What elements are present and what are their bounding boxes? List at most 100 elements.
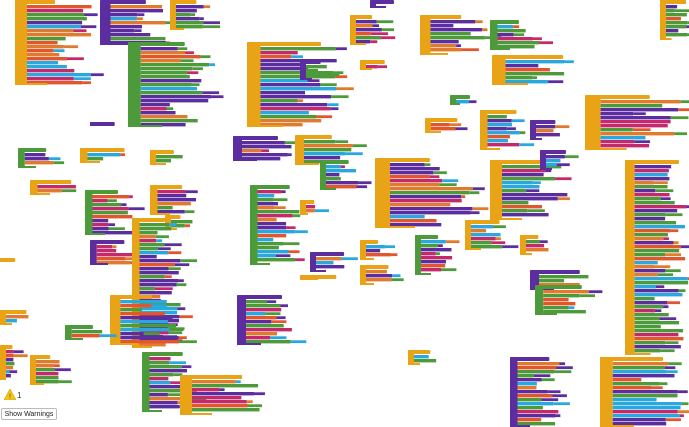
block-row bbox=[612, 386, 652, 390]
block-arg bbox=[265, 312, 281, 316]
block-arg bbox=[667, 301, 681, 305]
block-arg bbox=[433, 171, 447, 175]
block-footer bbox=[370, 6, 386, 8]
block-row bbox=[242, 141, 285, 145]
block-arg bbox=[274, 206, 286, 210]
block-arg bbox=[164, 243, 182, 247]
event-block bbox=[375, 158, 390, 228]
event-block bbox=[492, 55, 506, 85]
block-row bbox=[260, 123, 303, 127]
block-header bbox=[150, 150, 174, 154]
block-row bbox=[120, 332, 144, 336]
block-row bbox=[92, 211, 128, 215]
block-row bbox=[546, 159, 561, 163]
block-row bbox=[257, 234, 287, 238]
block-row bbox=[666, 29, 679, 33]
block-row bbox=[634, 349, 661, 353]
block-arg bbox=[470, 211, 480, 215]
event-block bbox=[237, 295, 246, 345]
block-footer bbox=[520, 253, 532, 255]
block-row bbox=[502, 169, 546, 173]
block-arg bbox=[532, 37, 542, 41]
block-arg bbox=[53, 161, 65, 165]
block-row bbox=[157, 198, 196, 202]
block-footer bbox=[490, 48, 510, 50]
block-row bbox=[634, 177, 670, 181]
block-arg bbox=[267, 300, 277, 304]
block-row bbox=[139, 255, 157, 259]
block-header bbox=[237, 295, 283, 299]
block-row bbox=[260, 95, 332, 99]
block-row bbox=[517, 370, 555, 374]
block-arg bbox=[55, 368, 71, 372]
block-row bbox=[502, 177, 556, 181]
event-block bbox=[180, 375, 192, 415]
block-arg bbox=[180, 59, 194, 63]
block-arg bbox=[173, 373, 183, 377]
block-row bbox=[634, 269, 666, 273]
block-arg bbox=[200, 55, 211, 59]
block-arg bbox=[73, 29, 87, 33]
block-row bbox=[634, 277, 688, 281]
block-row bbox=[27, 69, 75, 73]
block-row bbox=[539, 279, 565, 283]
block-arg bbox=[275, 254, 291, 258]
block-arg bbox=[552, 394, 567, 398]
block-footer bbox=[90, 124, 102, 126]
block-header bbox=[18, 148, 47, 152]
block-row bbox=[120, 312, 165, 316]
block-arg bbox=[677, 390, 688, 394]
event-block bbox=[132, 218, 140, 348]
block-row bbox=[487, 135, 510, 139]
block-row bbox=[414, 359, 437, 363]
block-row bbox=[257, 198, 274, 202]
event-block bbox=[85, 190, 93, 235]
block-row bbox=[27, 13, 85, 17]
block-arg bbox=[564, 155, 579, 159]
block-row bbox=[27, 45, 64, 49]
block-row bbox=[430, 32, 471, 36]
block-row bbox=[502, 189, 527, 193]
block-footer bbox=[420, 53, 448, 55]
block-row bbox=[634, 337, 684, 341]
block-arg bbox=[657, 273, 674, 277]
block-arg bbox=[323, 73, 340, 77]
block-arg bbox=[665, 213, 683, 217]
block-row bbox=[600, 104, 663, 108]
block-row bbox=[257, 250, 289, 254]
block-row bbox=[600, 128, 633, 132]
event-block bbox=[30, 355, 36, 385]
block-row bbox=[366, 274, 393, 278]
block-arg bbox=[121, 203, 127, 207]
block-arg bbox=[327, 103, 339, 107]
block-row bbox=[634, 173, 668, 177]
block-row bbox=[517, 378, 542, 382]
show-warnings-button[interactable]: Show Warnings bbox=[1, 408, 57, 420]
block-header bbox=[360, 60, 385, 64]
block-row bbox=[140, 63, 210, 67]
block-arg bbox=[659, 382, 668, 386]
block-row bbox=[536, 129, 554, 133]
block-header bbox=[492, 55, 564, 59]
block-footer bbox=[15, 83, 47, 85]
block-arg bbox=[686, 33, 689, 37]
block-arg bbox=[579, 294, 596, 298]
block-arg bbox=[686, 25, 689, 29]
warning-count: 1 bbox=[17, 391, 22, 400]
block-footer bbox=[320, 188, 336, 190]
block-arg bbox=[168, 251, 182, 255]
block-arg bbox=[81, 25, 97, 29]
block-row bbox=[666, 5, 678, 9]
block-arg bbox=[286, 226, 296, 230]
block-row bbox=[421, 256, 453, 260]
block-row bbox=[140, 119, 198, 123]
block-arg bbox=[502, 245, 519, 249]
block-arg bbox=[174, 263, 190, 267]
block-arg bbox=[533, 374, 551, 378]
block-row bbox=[304, 148, 352, 152]
block-row bbox=[36, 360, 60, 364]
block-row bbox=[366, 278, 392, 282]
block-arg bbox=[169, 361, 186, 365]
event-block bbox=[310, 252, 316, 272]
block-row bbox=[260, 103, 328, 107]
